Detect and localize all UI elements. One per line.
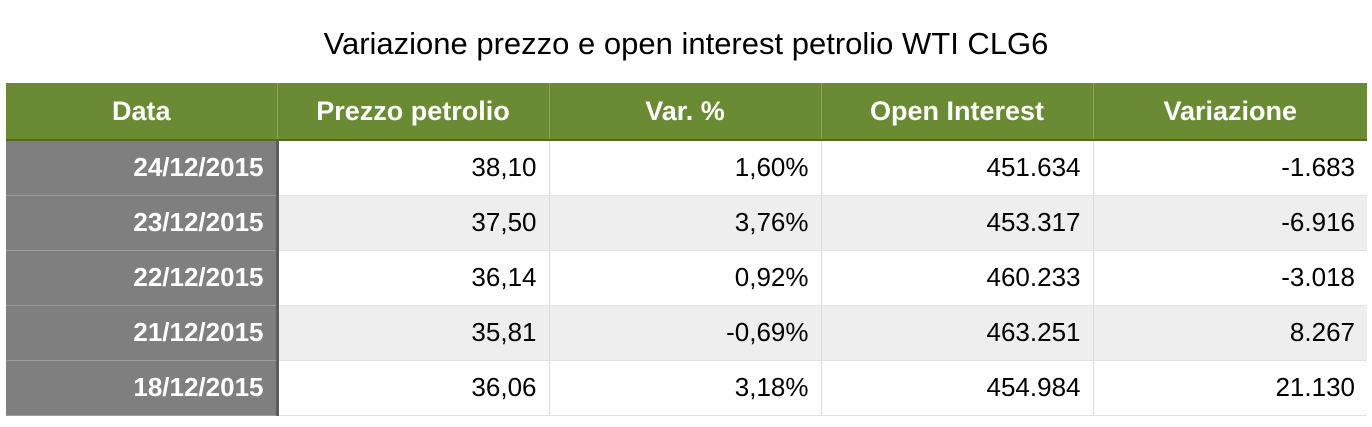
variation-cell: -3.018	[1092, 250, 1367, 306]
percent-change-cell: 0,92%	[548, 250, 821, 306]
variation-cell: -6.916	[1092, 195, 1367, 251]
percent-change-cell: 1,60%	[548, 140, 821, 196]
open-interest-cell: 454.984	[820, 360, 1093, 416]
variation-cell: 8.267	[1092, 305, 1367, 361]
price-cell: 38,10	[276, 140, 549, 196]
open-interest-cell: 453.317	[820, 195, 1093, 251]
header-open-interest: Open Interest	[820, 83, 1093, 141]
header-prezzo-petrolio: Prezzo petrolio	[276, 83, 549, 141]
date-cell: 23/12/2015	[6, 195, 279, 251]
price-cell: 36,14	[276, 250, 549, 306]
percent-change-cell: 3,18%	[548, 360, 821, 416]
date-cell: 18/12/2015	[6, 360, 279, 416]
open-interest-cell: 463.251	[820, 305, 1093, 361]
open-interest-cell: 451.634	[820, 140, 1093, 196]
data-table: Data Prezzo petrolio Var. % Open Interes…	[6, 83, 1367, 416]
date-cell: 21/12/2015	[6, 305, 279, 361]
table-row: 18/12/2015 36,06 3,18% 454.984 21.130	[6, 360, 1367, 416]
variation-cell: -1.683	[1092, 140, 1367, 196]
header-var-percent: Var. %	[548, 83, 821, 141]
table-title: Variazione prezzo e open interest petrol…	[323, 26, 1049, 61]
percent-change-cell: -0,69%	[548, 305, 821, 361]
open-interest-cell: 460.233	[820, 250, 1093, 306]
variation-cell: 21.130	[1092, 360, 1367, 416]
percent-change-cell: 3,76%	[548, 195, 821, 251]
header-data: Data	[6, 83, 277, 141]
header-row: Data Prezzo petrolio Var. % Open Interes…	[6, 83, 1367, 141]
price-cell: 37,50	[276, 195, 549, 251]
price-cell: 35,81	[276, 305, 549, 361]
table-row: 23/12/2015 37,50 3,76% 453.317 -6.916	[6, 195, 1367, 251]
date-cell: 24/12/2015	[6, 140, 279, 196]
price-cell: 36,06	[276, 360, 549, 416]
date-cell: 22/12/2015	[6, 250, 279, 306]
header-variazione: Variazione	[1092, 83, 1367, 141]
table-row: 22/12/2015 36,14 0,92% 460.233 -3.018	[6, 250, 1367, 306]
table-row: 24/12/2015 38,10 1,60% 451.634 -1.683	[6, 140, 1367, 196]
table-row: 21/12/2015 35,81 -0,69% 463.251 8.267	[6, 305, 1367, 361]
